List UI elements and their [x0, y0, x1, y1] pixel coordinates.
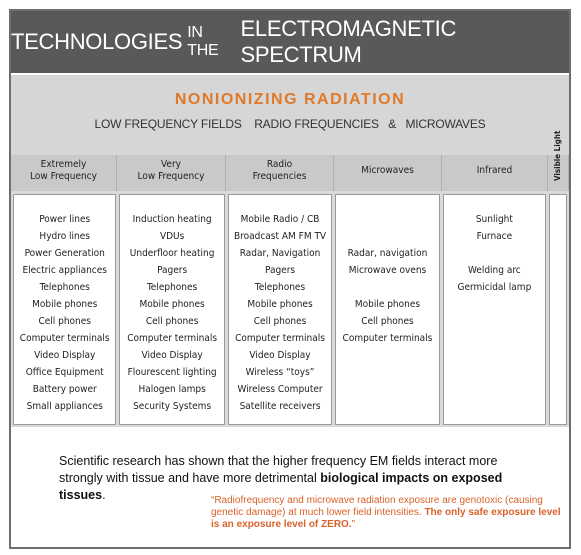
column-vlf: Induction heating VDUs Underfloor heating P…	[119, 194, 225, 425]
technology-item: Electric appliances	[22, 265, 107, 276]
technology-item: Mobile phones	[247, 299, 313, 310]
technology-item: Cell phones	[361, 316, 414, 327]
technology-item: Battery power	[32, 384, 97, 395]
technology-item: Telephones	[39, 282, 90, 293]
quote-end: ”	[351, 519, 355, 530]
header-elf-line-2: Low Frequency	[30, 171, 97, 182]
header-elf-line-1: Extremely	[40, 159, 87, 170]
technology-item: Pagers	[264, 265, 296, 276]
header-ir-label: Infrared	[476, 165, 513, 176]
nonionizing-subtitle: LOW FREQUENCY FIELDS RADIO FREQUENCIES &…	[11, 117, 569, 131]
technology-item: Flourescent lighting	[127, 367, 217, 378]
header-microwaves: Microwaves	[334, 155, 442, 191]
technology-item: Power lines	[39, 214, 91, 225]
technology-item: Mobile phones	[139, 299, 205, 310]
technology-item: Video Display	[141, 350, 203, 361]
research-emphasis: biological impacts on exposed tissues	[59, 471, 503, 502]
technology-item: Hydro lines	[39, 231, 90, 242]
technology-item: Cell phones	[145, 316, 199, 327]
research-body: Scientific research has shown that the h…	[59, 454, 498, 485]
technology-columns: Power lines Hydro lines Power Generation El…	[11, 191, 569, 427]
technology-item: Satellite receivers	[239, 401, 321, 412]
column-infrared: Sunlight Furnace Welding arc Germicidal lam…	[442, 194, 547, 425]
technology-item: Computer terminals	[127, 333, 218, 344]
technology-item: Computer terminals	[235, 333, 325, 344]
technology-item: Welding arc	[467, 265, 521, 276]
technology-item: Radar, Navigation	[239, 248, 321, 259]
technology-item: Cell phones	[38, 316, 91, 327]
header-vlf-line-1: Very	[161, 159, 181, 170]
column-visible-light	[549, 194, 567, 425]
subtitle-ampersand: &	[388, 117, 397, 131]
technology-item: Mobile Radio / CB	[240, 214, 320, 225]
technology-item: Mobile phones	[354, 299, 421, 310]
technology-item: Radar, navigation	[347, 248, 428, 259]
header-vlf-line-2: Low Frequency	[137, 171, 205, 182]
technology-item: Furnace	[476, 231, 513, 242]
technology-item: Small appliances	[26, 401, 103, 412]
technology-item: Video Display	[249, 350, 311, 361]
subtitle-radio: RADIO FREQUENCIES	[254, 117, 379, 131]
technology-item: Pagers	[157, 265, 188, 276]
research-end: .	[102, 488, 106, 502]
title-part-2: IN THE	[187, 24, 219, 59]
technology-item: Computer terminals	[19, 333, 110, 344]
nonionizing-heading: NONIONIZING RADIATION	[174, 91, 406, 108]
technology-item: Power Generation	[24, 248, 105, 259]
technology-item: Cell phones	[253, 316, 307, 327]
title-part-3: ELECTROMAGNETIC SPECTRUM	[240, 16, 457, 67]
spectrum-chart: TECHNOLOGIES IN THE ELECTROMAGNETIC SPEC…	[9, 9, 571, 549]
technology-item: Halogen lamps	[138, 384, 206, 395]
column-microwaves: Radar, navigation Microwave ovens Mobile p…	[335, 194, 440, 425]
header-mw-label: Microwaves	[361, 165, 414, 176]
header-elf: Extremely Low Frequency	[11, 155, 117, 191]
technology-item	[444, 245, 545, 262]
technology-item: Telephones	[147, 282, 198, 293]
technology-item: Underfloor heating	[129, 248, 215, 259]
technology-item: Video Display	[34, 350, 96, 361]
header-rf-line-2: Frequencies	[252, 171, 307, 182]
technology-item	[336, 211, 438, 228]
header-visible-light: Visible Light	[548, 131, 569, 191]
header-infrared: Infrared	[442, 155, 548, 191]
technology-item: Sunlight	[475, 214, 513, 225]
subtitle-low-frequency: LOW FREQUENCY FIELDS	[94, 117, 242, 131]
technology-item: Computer terminals	[342, 333, 433, 344]
header-rf-line-1: Radio	[266, 159, 293, 170]
technology-item: Wireless “toys”	[245, 367, 315, 378]
header-vlf: Very Low Frequency	[117, 155, 226, 191]
technology-item: Mobile phones	[32, 299, 98, 310]
column-rf: Mobile Radio / CB Broadcast AM FM TV Radar…	[227, 194, 333, 425]
technology-item: Telephones	[254, 282, 306, 293]
quote-text: “Radiofrequency and microwave radiation …	[211, 495, 566, 531]
column-headers: Extremely Low Frequency Very Low Frequen…	[11, 131, 569, 191]
column-elf: Power lines Hydro lines Power Generation El…	[13, 194, 117, 425]
technology-item	[336, 228, 438, 245]
technology-item: Office Equipment	[25, 367, 104, 378]
technology-item: VDUs	[159, 231, 185, 242]
technology-item: Wireless Computer	[237, 384, 323, 395]
technology-item: Microwave ovens	[348, 265, 427, 276]
title-part-1: TECHNOLOGIES	[11, 29, 183, 54]
quote-emphasis: The only safe exposure level is an expos…	[211, 507, 561, 530]
technology-item: Broadcast AM FM TV	[233, 231, 327, 242]
technology-item: Germicidal lamp	[457, 282, 532, 293]
page-title: TECHNOLOGIES IN THE ELECTROMAGNETIC SPEC…	[11, 11, 569, 73]
research-note: Scientific research has shown that the h…	[11, 427, 569, 547]
header-rf: Radio Frequencies	[226, 155, 334, 191]
nonionizing-band: NONIONIZING RADIATION LOW FREQUENCY FIEL…	[11, 75, 569, 155]
subtitle-microwaves: MICROWAVES	[405, 117, 486, 131]
technology-item: Induction heating	[132, 214, 212, 225]
technology-item	[336, 279, 438, 296]
technology-item: Security Systems	[133, 401, 212, 412]
research-text: Scientific research has shown that the h…	[59, 453, 529, 504]
header-visible-label: Visible Light	[553, 130, 562, 181]
quote-body: “Radiofrequency and microwave radiation …	[211, 495, 543, 518]
